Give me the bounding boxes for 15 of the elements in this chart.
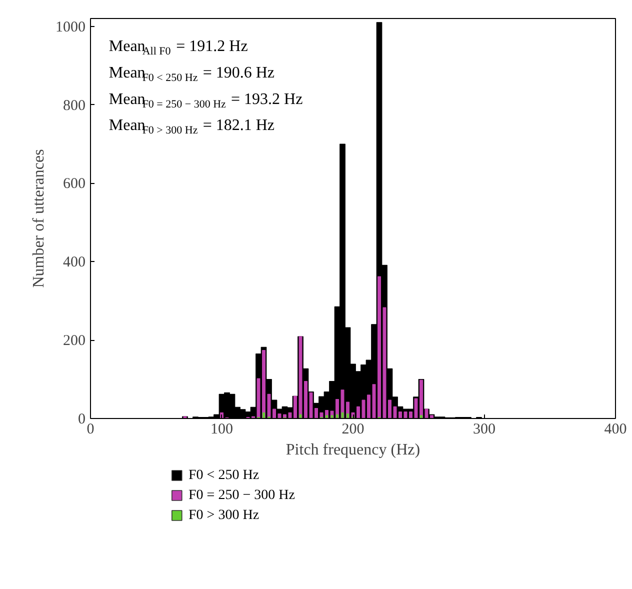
x-axis-title: Pitch frequency (Hz) (286, 442, 420, 458)
y-tick-label: 1000 (56, 19, 86, 36)
y-tick-label: 800 (63, 98, 86, 114)
y-axis-title: Number of utterances (30, 149, 48, 288)
legend-label: F0 < 250 Hz (188, 468, 260, 483)
x-tick-label: 100 (210, 422, 233, 438)
x-tick-label: 400 (604, 422, 627, 438)
x-tick-label: 300 (473, 422, 496, 438)
legend-label: F0 = 250 − 300 Hz (188, 488, 295, 503)
x-tick-label: 200 (342, 422, 364, 438)
y-tick-label: 400 (63, 254, 86, 271)
legend-label: F0 > 300 Hz (188, 508, 260, 523)
y-tick-label: 200 (63, 333, 86, 350)
y-tick-label: 600 (63, 176, 86, 192)
y-tick-label: 0 (78, 412, 86, 428)
